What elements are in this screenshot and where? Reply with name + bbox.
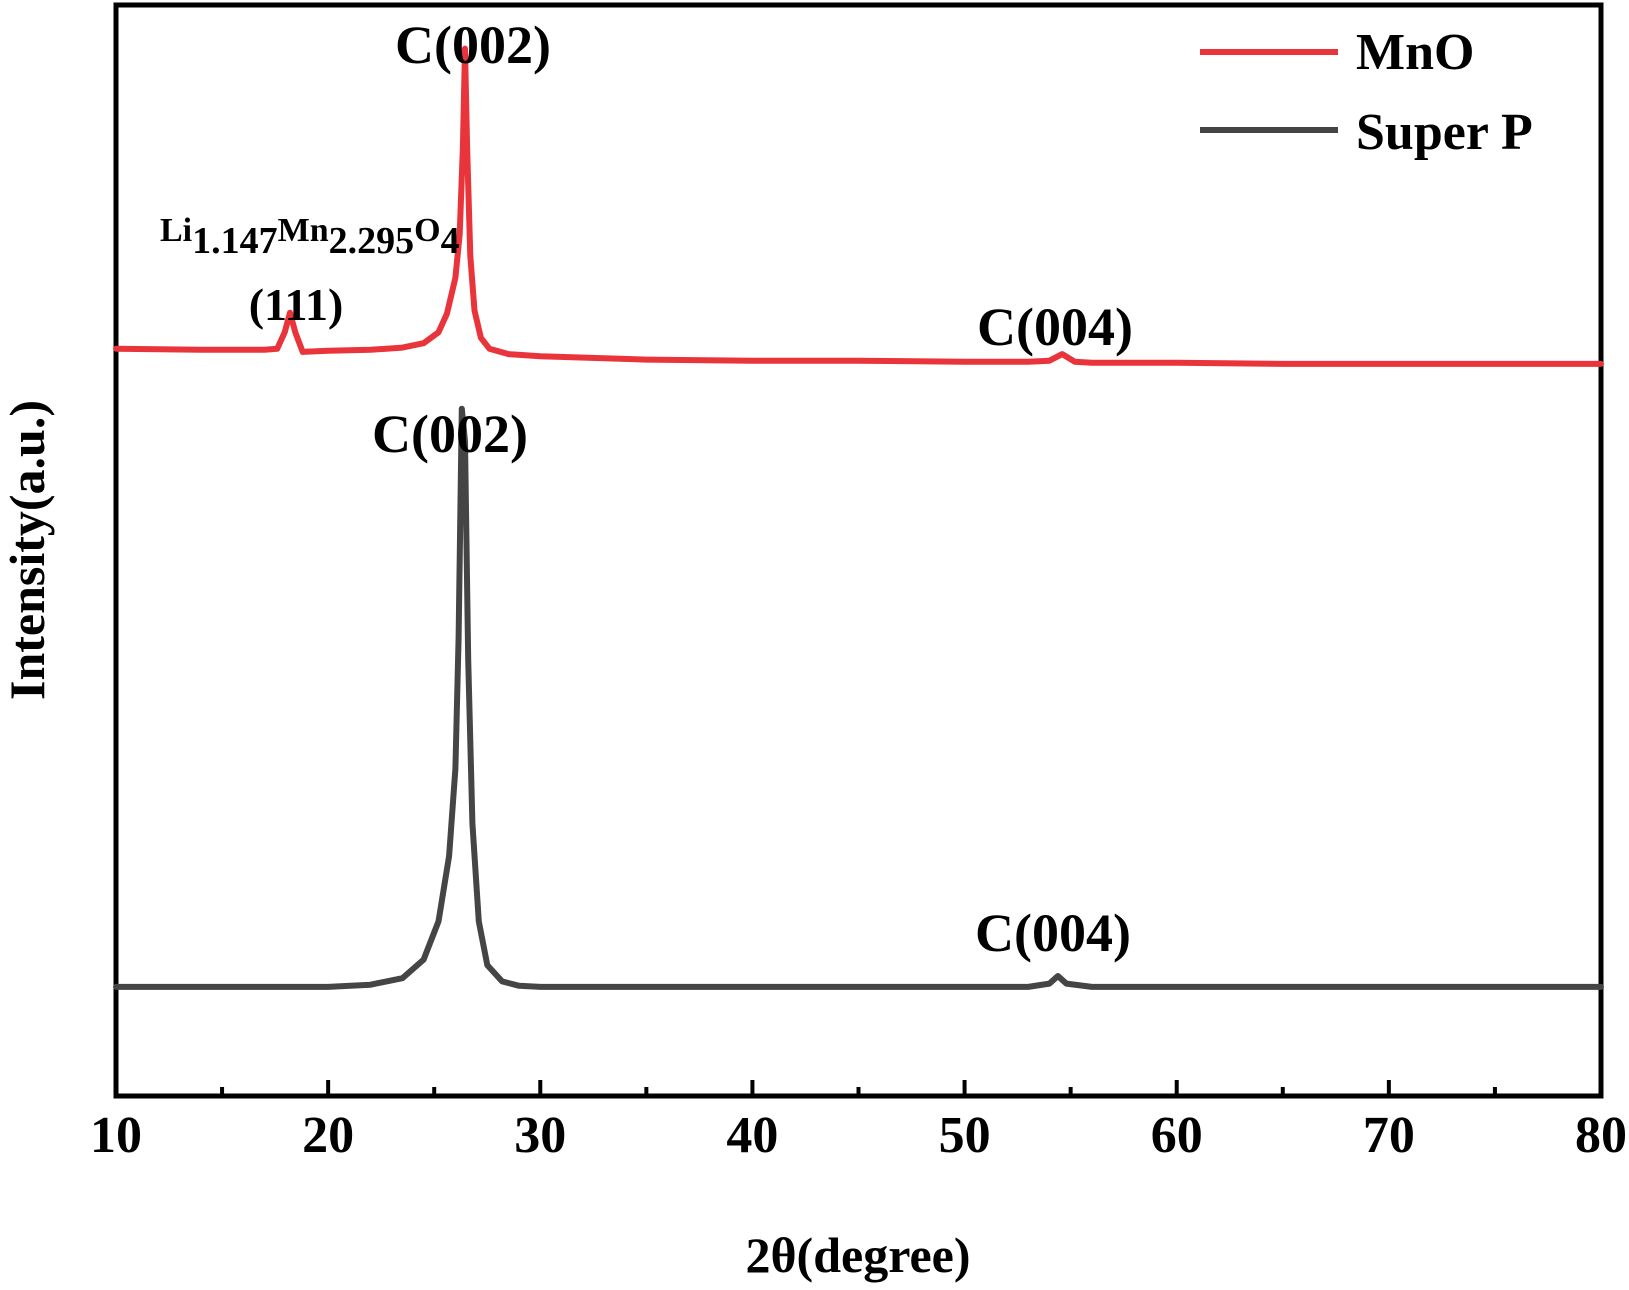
y-axis-label: Intensity(a.u.) [0,400,55,700]
x-axis-tick-labels: 10 20 30 40 50 60 70 80 [90,1107,1627,1164]
formula-o: O [414,212,440,249]
x-tick-label: 30 [514,1107,566,1164]
annotation-superp-c004: C(004) [975,903,1131,963]
x-tick-label: 40 [726,1107,778,1164]
x-tick-label: 70 [1363,1107,1415,1164]
formula-mn: Mn [278,212,329,249]
formula-mn-sub: 2.295 [329,220,415,262]
formula-li: Li [160,212,192,249]
annotation-mno-c004: C(004) [977,297,1133,357]
x-tick-label: 50 [939,1107,991,1164]
annotation-mno-li-phase: Li1.147Mn2.295O4 [160,212,460,262]
annotation-superp-c002: C(002) [372,404,528,464]
x-tick-label: 60 [1151,1107,1203,1164]
series-line-superp [113,405,1604,990]
formula-li-sub: 1.147 [192,220,278,262]
annotation-mno-c002: C(002) [395,15,551,75]
formula-o-sub: 4 [441,220,460,262]
plot-frame [113,2,1604,1099]
legend-label-mno: MnO [1356,24,1474,81]
legend-label-superp: Super P [1356,104,1533,161]
x-tick-label: 10 [90,1107,142,1164]
annotation-mno-111: (111) [249,279,344,330]
x-tick-label: 80 [1575,1107,1627,1164]
series-line-mno [113,45,1604,367]
legend: MnO Super P [1200,24,1533,161]
x-tick-label: 20 [302,1107,354,1164]
x-axis-ticks [114,1080,1603,1096]
series-lines [113,45,1604,990]
x-axis-label: 2θ(degree) [745,1227,970,1283]
